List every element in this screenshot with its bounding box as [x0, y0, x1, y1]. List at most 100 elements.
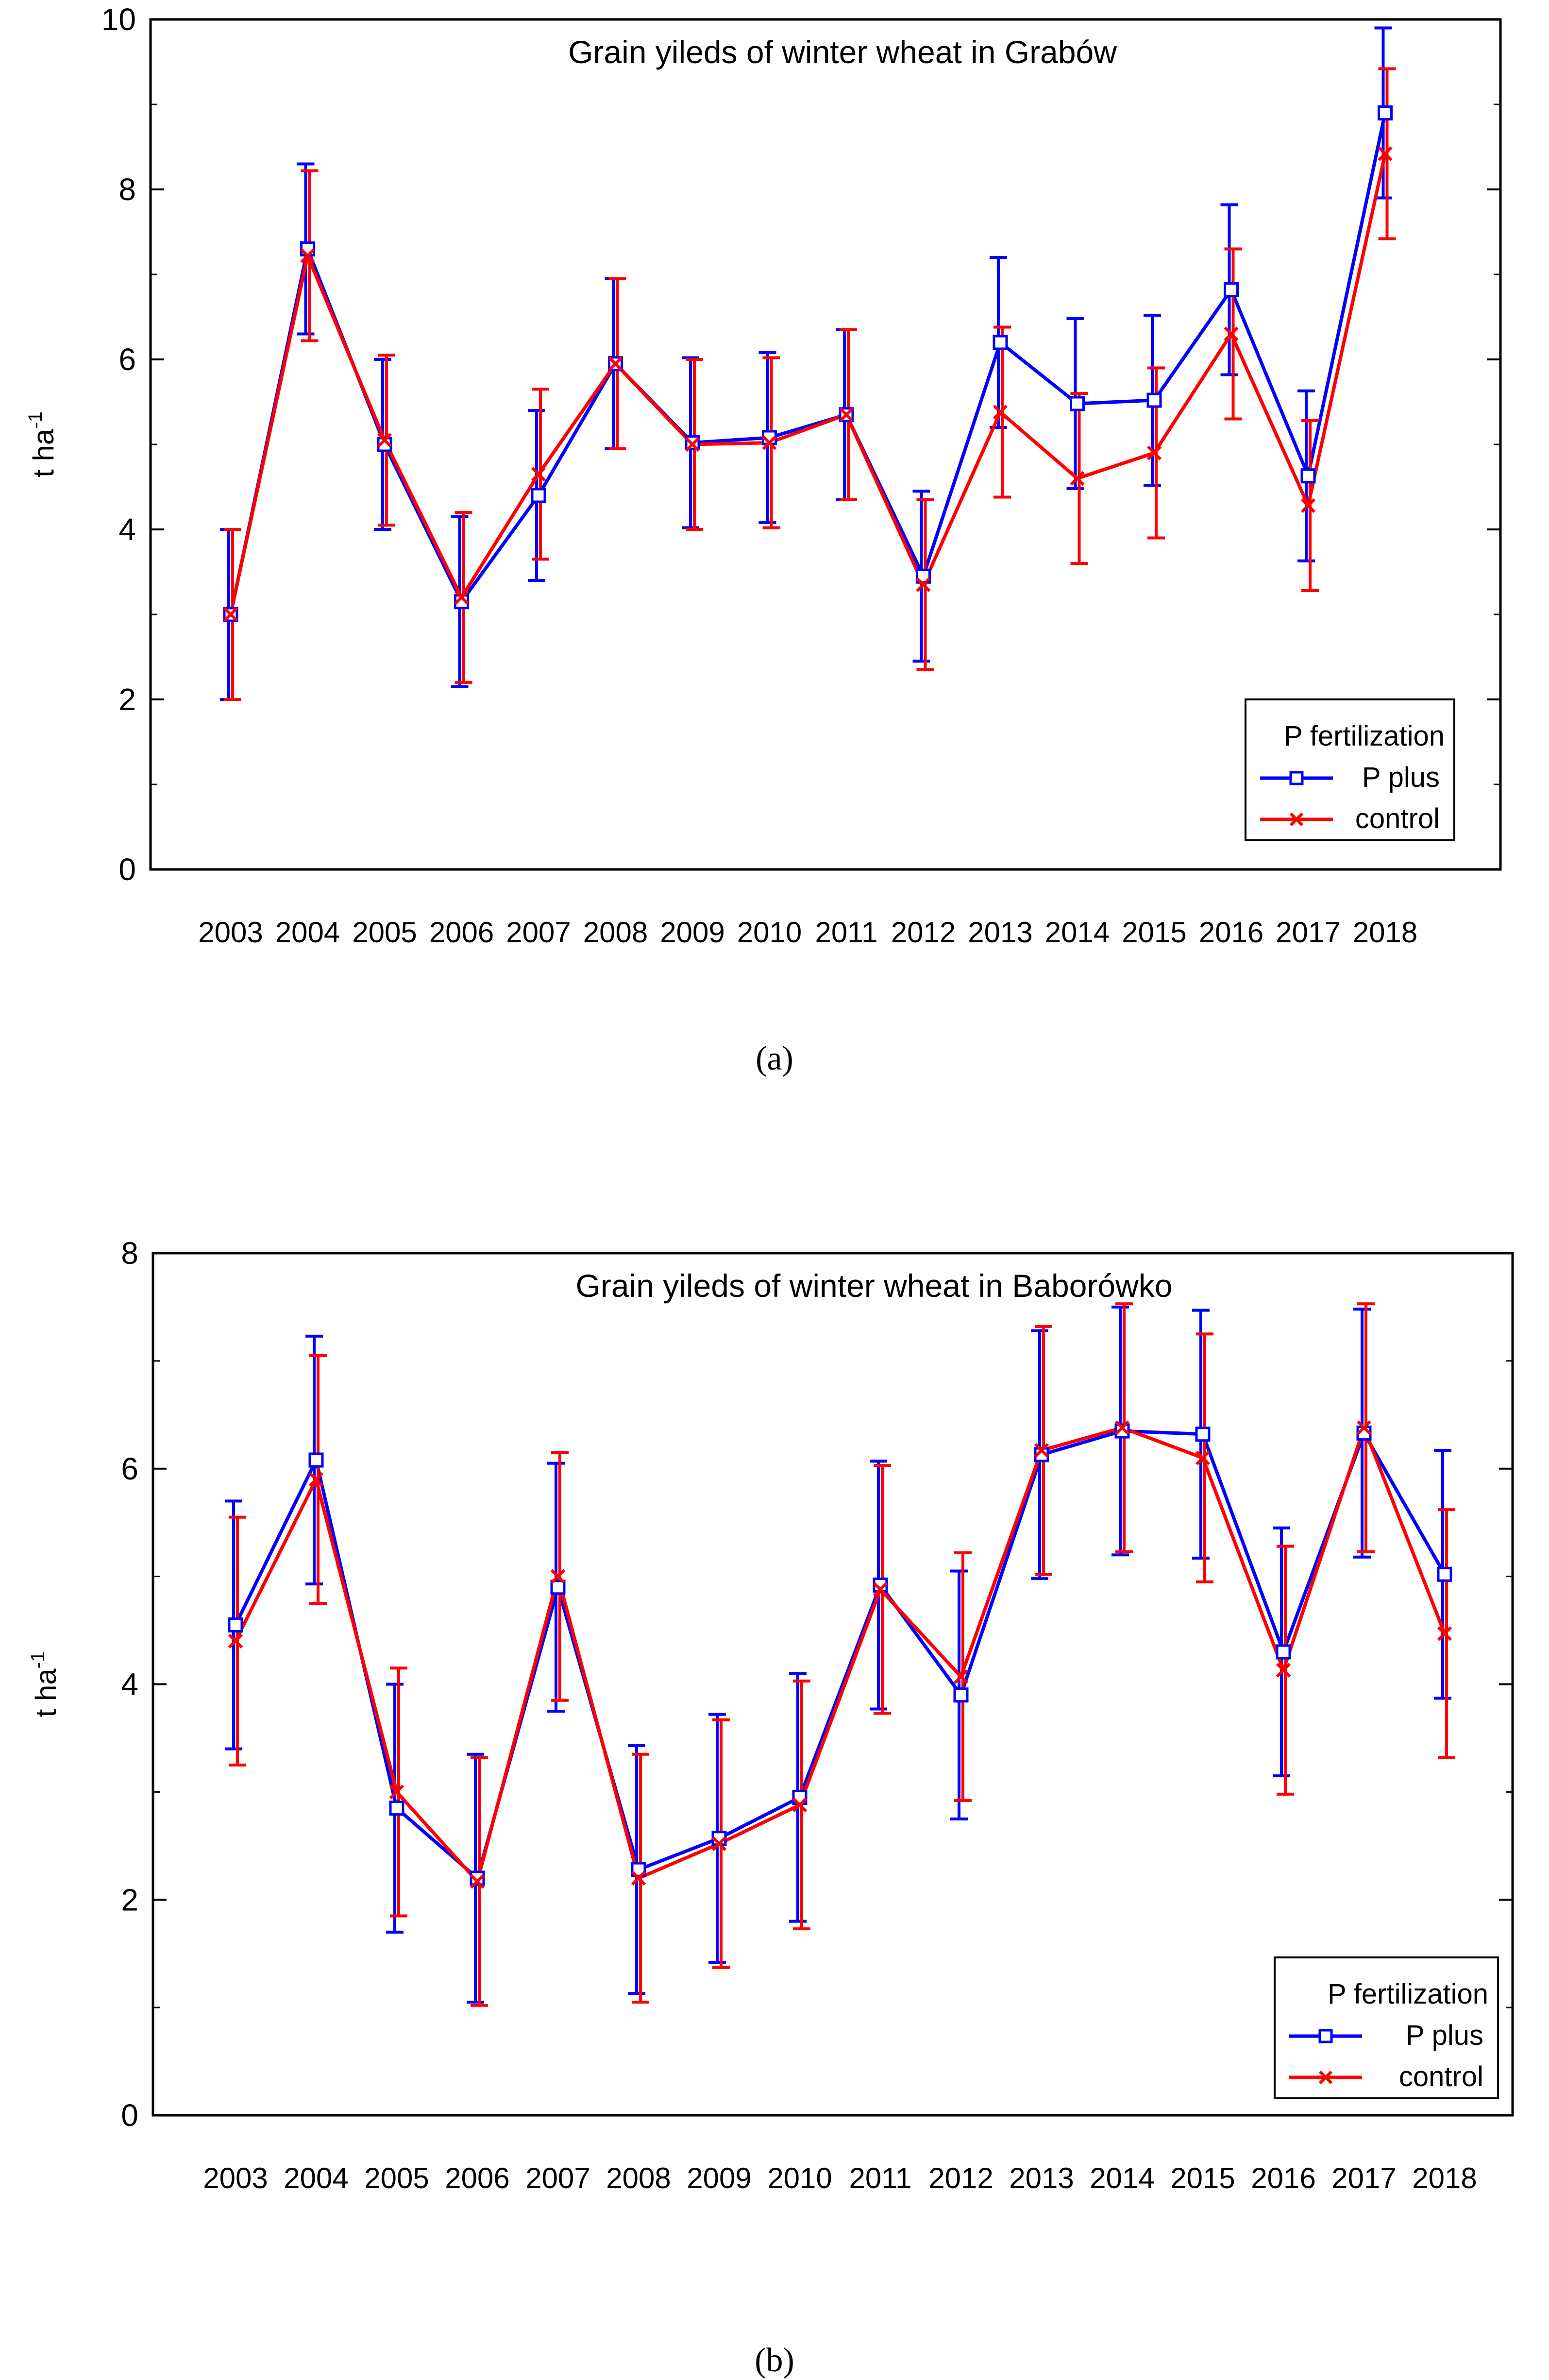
- data-point-control: [1276, 1663, 1291, 1678]
- y-tick-label: 6: [118, 342, 136, 377]
- data-point-control: [993, 405, 1008, 420]
- x-tick-label: 2004: [275, 916, 340, 949]
- data-point-control: [711, 1836, 727, 1851]
- x-tick-label: 2014: [1090, 2162, 1154, 2194]
- x-tick-label: 2013: [968, 916, 1032, 949]
- x-tick-label: 2005: [352, 916, 417, 949]
- y-tick-label: 2: [121, 1882, 138, 1917]
- x-marker-stroke: [531, 467, 546, 482]
- y-tick-label: 0: [121, 2098, 138, 2133]
- data-point-control: [953, 1669, 969, 1684]
- chart-panel-a: 0 2 4 6 8 10 2003 2004 2005 2006 2007 2008 2009 2010 2…: [0, 0, 1549, 1185]
- x-tick-label: 2008: [606, 2162, 671, 2194]
- x-tick-label: 2004: [284, 2162, 348, 2194]
- x-marker-stroke: [377, 433, 392, 448]
- x-tick-label: 2015: [1170, 2162, 1235, 2194]
- x-marker-stroke: [550, 1569, 566, 1584]
- x-marker-stroke: [228, 1633, 243, 1649]
- data-point-control: [223, 607, 238, 622]
- x-marker-stroke: [223, 607, 238, 622]
- legend-title: P fertilization: [1328, 1978, 1488, 2010]
- x-tick-label: 2012: [891, 916, 956, 949]
- y-axis-title: t ha-1: [25, 411, 60, 477]
- data-point-p-plus: [953, 1687, 969, 1703]
- x-marker-stroke: [1034, 1443, 1049, 1458]
- y-tick-label: 8: [121, 1236, 138, 1271]
- y-tick-label: 2: [118, 682, 136, 717]
- x-tick-label: 2008: [583, 916, 648, 949]
- data-point-control: [762, 435, 777, 450]
- x-marker-stroke: [470, 1874, 485, 1889]
- data-point-p-plus: [1224, 282, 1239, 297]
- series-line-p-plus: [234, 1429, 1447, 1880]
- data-point-control: [454, 590, 469, 605]
- data-point-control: [1034, 1443, 1049, 1458]
- x-tick-label: 2018: [1412, 2162, 1477, 2194]
- data-point-control: [608, 356, 623, 371]
- x-marker-stroke: [792, 1797, 808, 1813]
- x-tick-label: 2017: [1276, 916, 1340, 949]
- data-point-control: [685, 437, 700, 452]
- data-point-p-plus: [993, 335, 1008, 350]
- data-point-control: [1378, 146, 1393, 161]
- x-marker-stroke: [608, 356, 623, 371]
- x-marker-stroke: [1114, 1420, 1130, 1435]
- x-tick-label: 2007: [525, 2162, 590, 2194]
- x-tick-label: 2014: [1045, 916, 1110, 949]
- caption-b: (b): [755, 2342, 794, 2379]
- x-tick-label: 2006: [429, 916, 494, 949]
- x-marker-stroke: [762, 435, 777, 450]
- y-tick-label: 8: [118, 172, 136, 207]
- data-point-control: [389, 1785, 404, 1800]
- x-marker-stroke: [1300, 498, 1316, 513]
- x-tick-label: 2016: [1251, 2162, 1315, 2194]
- legend-box: [1274, 1956, 1499, 2099]
- x-marker-stroke: [1146, 445, 1162, 460]
- x-marker-stroke: [1378, 146, 1393, 161]
- data-point-control: [916, 577, 931, 592]
- x-tick-label: 2015: [1122, 916, 1186, 949]
- x-marker-stroke: [685, 437, 700, 452]
- data-point-control: [470, 1874, 485, 1889]
- x-tick-label: 2010: [767, 2162, 832, 2194]
- legend-label-control: control: [1355, 803, 1440, 834]
- legend-marker-p-plus: [1318, 2029, 1333, 2043]
- chart-panel-b: 0 2 4 6 8 2003 2004 2005 2006 2007 2008 2009 2010 201…: [0, 1185, 1549, 2379]
- x-marker-stroke: [1195, 1450, 1211, 1465]
- legend-marker-control: [1318, 2070, 1333, 2085]
- chart-baborowko: 0 2 4 6 8 2003 2004 2005 2006 2007 2008 2009 2010 201…: [27, 1236, 1514, 2194]
- chart-title: Grain yileds of winter wheat in Baborówk…: [576, 1268, 1173, 1304]
- data-point-control: [1356, 1420, 1372, 1435]
- chart-grabow: 0 2 4 6 8 10 2003 2004 2005 2006 2007 2008 2009 2010 2…: [25, 2, 1502, 949]
- data-point-p-plus: [1437, 1566, 1452, 1582]
- data-point-control: [1300, 498, 1316, 513]
- data-point-p-plus: [1378, 105, 1393, 120]
- y-tick-label: 6: [121, 1451, 138, 1486]
- legend-label-p-plus: P plus: [1362, 762, 1440, 793]
- y-tick-label: 4: [118, 512, 136, 547]
- data-point-p-plus: [1195, 1427, 1211, 1442]
- data-point-control: [1146, 445, 1162, 460]
- y-tick-label: 0: [118, 852, 136, 887]
- x-tick-label: 2011: [815, 916, 877, 949]
- x-marker-stroke: [1437, 1626, 1452, 1641]
- y-tick-label: 10: [101, 2, 136, 37]
- data-point-control: [228, 1633, 243, 1649]
- x-tick-label: 2018: [1353, 916, 1417, 949]
- x-tick-label: 2013: [1009, 2162, 1074, 2194]
- data-point-control: [631, 1870, 646, 1886]
- data-point-p-plus: [1300, 468, 1316, 484]
- x-tick-label: 2007: [506, 916, 571, 949]
- y-axis-title: t ha-1: [27, 1651, 62, 1717]
- data-point-p-plus: [389, 1801, 404, 1816]
- x-marker-stroke: [916, 577, 931, 592]
- y-tick-label: 4: [121, 1667, 138, 1702]
- x-tick-label: 2005: [364, 2162, 429, 2194]
- data-point-p-plus: [531, 488, 546, 503]
- x-marker-stroke: [1318, 2070, 1333, 2085]
- data-point-control: [531, 467, 546, 482]
- x-marker-stroke: [953, 1669, 969, 1684]
- legend-label-control: control: [1399, 2061, 1483, 2092]
- data-point-p-plus: [1276, 1644, 1291, 1660]
- x-marker-stroke: [1224, 326, 1239, 341]
